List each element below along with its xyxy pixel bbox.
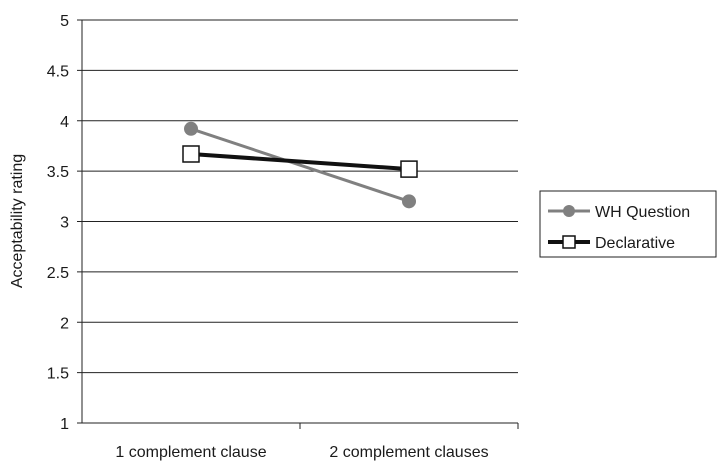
legend-decl-label: Declarative [595,235,675,252]
axes [81,20,519,429]
data-point [400,160,418,178]
legend-decl-marker [562,235,576,249]
gridlines [77,19,518,424]
series-wh-question [184,121,416,209]
y-tick-label: 2.5 [47,265,69,282]
legend-wh-label: WH Question [595,204,690,221]
y-tick-label: 3.5 [47,164,69,181]
y-tick-label: 1.5 [47,366,69,383]
x-tick-labels: 1 complement clause 2 complement clauses [115,444,488,461]
y-tick-label: 1 [60,416,69,433]
data-point [182,145,200,163]
data-point [184,121,198,136]
data-point [402,194,416,209]
series-layer [182,121,418,209]
y-axis-title: Acceptability rating [9,154,26,288]
legend: WH Question Declarative [539,190,717,258]
y-tick-label: 2 [60,315,69,332]
y-tick-label: 4.5 [47,63,69,80]
series-line [190,152,410,172]
series-declarative [182,145,418,178]
y-tick-label: 3 [60,215,69,232]
legend-wh-marker [563,205,575,217]
y-tick-label: 4 [60,114,69,131]
x-tick-label: 1 complement clause [115,444,266,461]
x-tick-label: 2 complement clauses [329,444,488,461]
y-tick-labels: 1 1.5 2 2.5 3 3.5 4 4.5 5 [47,13,69,433]
series-line [190,127,410,203]
y-tick-label: 5 [60,13,69,30]
